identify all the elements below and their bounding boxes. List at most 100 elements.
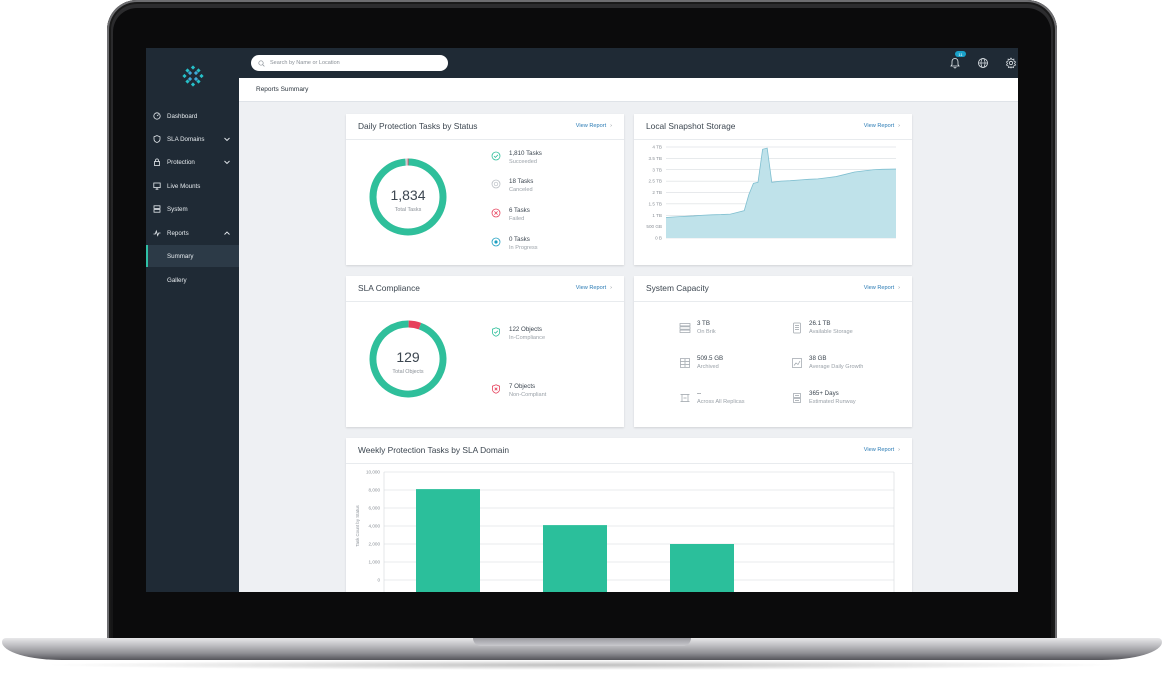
gear-icon[interactable] — [1005, 57, 1017, 69]
capacity-available-storage: 26.1 TB Available Storage — [791, 320, 853, 336]
capacity-archived: 509.5 GB Archived — [679, 355, 723, 371]
brand-logo-icon[interactable] — [182, 65, 204, 87]
sidebar-item-label: System — [167, 205, 188, 213]
sidebar-item-dashboard[interactable]: Dashboard — [146, 105, 239, 127]
globe-icon[interactable] — [977, 57, 989, 69]
capacity-value: -- — [697, 390, 702, 397]
system-capacity-card: System Capacity View Report › 3 TB On Brik… — [634, 276, 912, 427]
weekly-tasks-bar-chart: 0 1,000 2,000 4,000 6,000 8,000 10,000 Task Cou… — [355, 470, 895, 592]
laptop-base — [2, 638, 1162, 660]
bar-y-tick-label: 10,000 — [366, 470, 380, 475]
sidebar-item-live-mounts[interactable]: Live Mounts — [146, 175, 239, 197]
donut-total-label: Total Tasks — [394, 207, 422, 213]
bell-icon[interactable] — [949, 57, 961, 69]
app-screen: Dashboard SLA Domains Protection Live Mo… — [146, 48, 1018, 592]
sidebar-item-label: Reports — [167, 229, 189, 237]
legend-status: Failed — [509, 216, 525, 222]
view-report-label: View Report — [575, 123, 607, 129]
bar-3[interactable] — [670, 544, 734, 592]
sla-slice-non-compliant — [369, 320, 447, 398]
capacity-label: Across All Replicas — [697, 399, 745, 405]
chevron-right-icon: › — [610, 123, 612, 129]
sidebar-subitem-gallery[interactable]: Gallery — [167, 276, 187, 284]
capacity-label: Archived — [697, 364, 719, 370]
page-title: Reports Summary — [256, 86, 309, 93]
bar-y-axis-label: Task Count by Status — [355, 504, 360, 546]
donut-total-label: Total Objects — [392, 369, 424, 375]
lock-icon — [152, 157, 162, 167]
replica-icon — [680, 394, 690, 402]
sidebar-item-label: Protection — [167, 158, 195, 166]
view-report-label: View Report — [863, 123, 895, 129]
legend-status: In-Compliance — [509, 335, 546, 341]
capacity-estimated-runway: 365+ Days Estimated Runway — [791, 390, 856, 406]
bar-2[interactable] — [543, 525, 607, 592]
chevron-right-icon: › — [898, 447, 900, 453]
sidebar-subitem-summary[interactable]: Summary — [146, 245, 239, 267]
card-title: SLA Compliance — [358, 283, 420, 293]
snapshot-storage-card: Local Snapshot Storage View Report › 0 B 5… — [634, 114, 912, 265]
view-report-label: View Report — [863, 447, 895, 453]
legend-value: 1,810 Tasks — [509, 150, 542, 157]
capacity-average-daily-growth: 38 GB Average Daily Growth — [791, 355, 863, 371]
pulse-icon — [152, 228, 162, 238]
page-header: Reports Summary — [239, 78, 1018, 102]
shield-check-icon — [492, 327, 500, 337]
shield-icon — [152, 134, 162, 144]
area-y-tick-label: 0 B — [655, 236, 662, 241]
capacity-value: 26.1 TB — [809, 320, 831, 327]
weekly-tasks-view-report-link[interactable]: View Report › — [864, 447, 900, 453]
card-title: Local Snapshot Storage — [646, 121, 736, 131]
sla-compliance-view-report-link[interactable]: View Report › — [576, 285, 612, 291]
legend-item-in-compliance: 122 Objects In-Compliance — [491, 326, 545, 342]
daily-tasks-card: Daily Protection Tasks by Status View Re… — [346, 114, 624, 265]
sidebar-item-reports[interactable]: Reports — [146, 222, 239, 244]
view-report-label: View Report — [575, 285, 607, 291]
legend-item-canceled: 18 Tasks Canceled — [491, 178, 533, 194]
snapshot-storage-view-report-link[interactable]: View Report › — [864, 123, 900, 129]
x-circle-icon — [491, 208, 501, 218]
chevron-down-icon[interactable] — [223, 158, 231, 166]
bar-1[interactable] — [416, 489, 480, 592]
card-divider — [346, 463, 912, 464]
sidebar-item-label: Dashboard — [167, 112, 198, 120]
card-title: Weekly Protection Tasks by SLA Domain — [358, 445, 509, 455]
view-report-label: View Report — [863, 285, 895, 291]
sidebar: Dashboard SLA Domains Protection Live Mo… — [146, 48, 239, 592]
sidebar-item-label: SLA Domains — [167, 135, 205, 143]
capacity-label: On Brik — [697, 329, 716, 335]
card-title: Daily Protection Tasks by Status — [358, 121, 478, 131]
donut-center: 129 Total Objects — [368, 319, 448, 399]
system-capacity-view-report-link[interactable]: View Report › — [864, 285, 900, 291]
area-fill — [666, 148, 896, 238]
monitor-icon — [152, 181, 162, 191]
donut-total-value: 129 — [396, 349, 420, 365]
area-y-tick-label: 4 TB — [652, 145, 662, 150]
daily-tasks-view-report-link[interactable]: View Report › — [576, 123, 612, 129]
canceled-circle-icon — [491, 179, 501, 189]
top-bar: 11 — [239, 48, 1018, 78]
area-y-tick-label: 1 TB — [652, 213, 662, 218]
chevron-down-icon[interactable] — [223, 135, 231, 143]
search-box[interactable] — [251, 55, 448, 71]
area-y-tick-label: 3.5 TB — [649, 156, 662, 161]
check-circle-icon — [491, 151, 501, 161]
server-stack-icon — [679, 323, 691, 333]
legend-status: Non-Compliant — [509, 392, 547, 398]
sidebar-item-label: Live Mounts — [167, 182, 201, 190]
chevron-up-icon[interactable] — [223, 229, 231, 237]
dashboard-icon — [152, 111, 162, 121]
sidebar-item-system[interactable]: System — [146, 198, 239, 220]
legend-value: 0 Tasks — [509, 236, 530, 243]
capacity-value: 3 TB — [697, 320, 710, 327]
legend-status: Canceled — [509, 187, 533, 193]
search-icon — [258, 59, 265, 67]
area-y-tick-label: 2 TB — [652, 190, 662, 195]
laptop-shadow — [40, 660, 1124, 670]
search-input[interactable] — [268, 59, 442, 67]
capacity-value: 509.5 GB — [697, 355, 724, 362]
sidebar-item-sla-domains[interactable]: SLA Domains — [146, 128, 239, 150]
database-icon — [793, 322, 801, 334]
card-divider — [346, 139, 624, 140]
sidebar-item-protection[interactable]: Protection — [146, 151, 239, 173]
